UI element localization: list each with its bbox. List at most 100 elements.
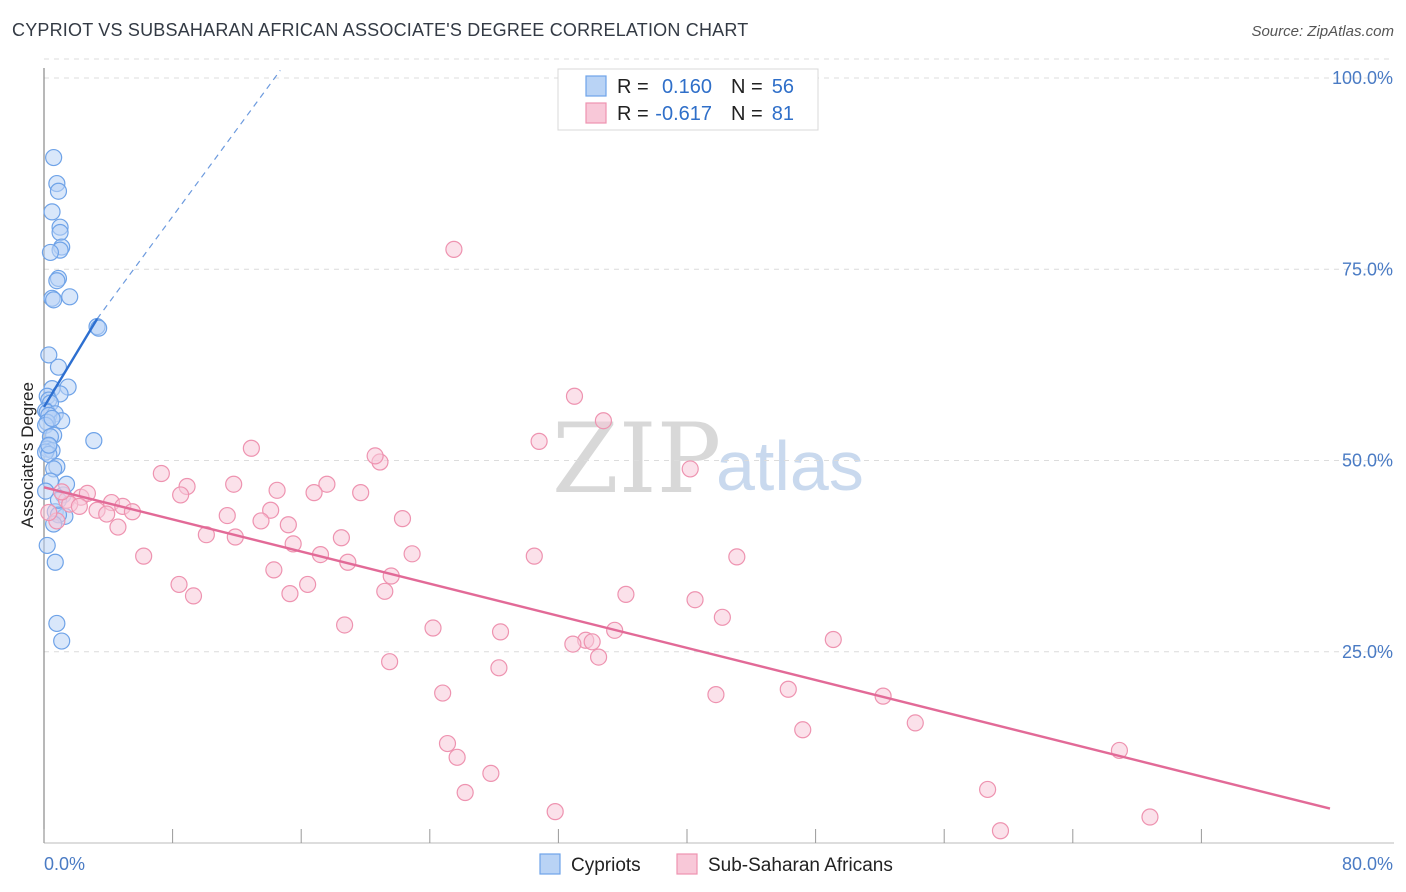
data-point[interactable] bbox=[456, 783, 474, 802]
y-tick-label: 100.0% bbox=[1332, 68, 1393, 88]
watermark-atlas: atlas bbox=[716, 427, 864, 505]
data-point[interactable] bbox=[445, 240, 463, 258]
data-point[interactable] bbox=[381, 653, 399, 671]
data-point[interactable] bbox=[152, 464, 170, 483]
data-point[interactable] bbox=[424, 619, 442, 637]
data-point[interactable] bbox=[438, 734, 457, 753]
data-point[interactable] bbox=[49, 358, 68, 376]
data-point[interactable] bbox=[564, 635, 582, 653]
data-point[interactable] bbox=[779, 680, 797, 698]
data-point[interactable] bbox=[45, 148, 63, 167]
data-point[interactable] bbox=[565, 387, 584, 405]
x-axis-ticks bbox=[43, 829, 1202, 843]
data-point[interactable] bbox=[728, 548, 746, 566]
data-point[interactable] bbox=[184, 587, 203, 605]
data-point[interactable] bbox=[268, 481, 286, 499]
data-point[interactable] bbox=[352, 484, 370, 502]
data-point[interactable] bbox=[262, 501, 280, 519]
data-point[interactable] bbox=[49, 182, 68, 200]
data-point[interactable] bbox=[46, 553, 64, 571]
data-point[interactable] bbox=[70, 497, 88, 515]
data-point[interactable] bbox=[991, 822, 1010, 840]
data-point[interactable] bbox=[38, 536, 56, 555]
data-point[interactable] bbox=[336, 616, 354, 634]
series-layer bbox=[37, 69, 1331, 840]
data-point[interactable] bbox=[713, 608, 731, 626]
data-point[interactable] bbox=[594, 412, 613, 430]
data-point[interactable] bbox=[48, 272, 66, 290]
data-point[interactable] bbox=[332, 529, 350, 547]
bottom-legend-swatch-subsaharan[interactable] bbox=[676, 853, 698, 875]
data-point[interactable] bbox=[98, 505, 116, 523]
data-point[interactable] bbox=[40, 346, 58, 364]
data-point[interactable] bbox=[376, 582, 394, 600]
data-point[interactable] bbox=[109, 518, 127, 536]
data-point[interactable] bbox=[172, 486, 190, 504]
x-tick-label-max: 80.0% bbox=[1342, 854, 1393, 874]
data-point[interactable] bbox=[482, 764, 500, 782]
data-point[interactable] bbox=[979, 780, 997, 799]
data-point[interactable] bbox=[906, 714, 924, 732]
trendline-dashed-0 bbox=[96, 69, 281, 320]
data-point[interactable] bbox=[265, 561, 283, 579]
data-point[interactable] bbox=[242, 439, 260, 457]
data-point[interactable] bbox=[51, 223, 69, 242]
series-1 bbox=[40, 240, 1159, 840]
data-point[interactable] bbox=[61, 288, 79, 306]
legend-r-value-subsaharan: -0.617 bbox=[655, 103, 712, 125]
data-point[interactable] bbox=[490, 659, 508, 677]
data-point[interactable] bbox=[794, 721, 812, 739]
data-point[interactable] bbox=[45, 291, 63, 309]
data-point[interactable] bbox=[90, 319, 108, 337]
data-point[interactable] bbox=[1141, 808, 1159, 826]
data-point[interactable] bbox=[681, 460, 699, 478]
data-point[interactable] bbox=[41, 243, 60, 262]
data-point[interactable] bbox=[686, 591, 704, 609]
data-point[interactable] bbox=[434, 684, 452, 702]
data-point[interactable] bbox=[40, 436, 58, 454]
data-point[interactable] bbox=[707, 685, 725, 704]
data-point[interactable] bbox=[43, 203, 61, 221]
data-point[interactable] bbox=[48, 614, 66, 633]
data-point[interactable] bbox=[583, 633, 601, 651]
data-point[interactable] bbox=[43, 409, 61, 428]
data-point[interactable] bbox=[546, 803, 564, 821]
y-axis-title: Associate's Degree bbox=[18, 382, 37, 528]
bottom-legend-label-cypriots[interactable]: Cypriots bbox=[571, 855, 641, 876]
bottom-legend-label-subsaharan[interactable]: Sub-Saharan Africans bbox=[708, 855, 893, 876]
data-point[interactable] bbox=[40, 503, 58, 522]
data-point[interactable] bbox=[824, 630, 842, 649]
trendline-1 bbox=[43, 486, 1331, 810]
data-point[interactable] bbox=[85, 432, 103, 450]
data-point[interactable] bbox=[403, 545, 421, 563]
data-point[interactable] bbox=[218, 506, 236, 525]
data-point[interactable] bbox=[281, 585, 299, 603]
data-point[interactable] bbox=[530, 432, 548, 450]
data-point[interactable] bbox=[225, 475, 243, 493]
data-point[interactable] bbox=[366, 447, 384, 465]
legend-r-value-cypriots: 0.160 bbox=[662, 76, 712, 98]
data-point[interactable] bbox=[393, 510, 412, 528]
data-point[interactable] bbox=[491, 623, 510, 641]
legend-n-value-subsaharan: 81 bbox=[772, 103, 794, 125]
watermark-zip: ZIP bbox=[552, 403, 721, 515]
y-tick-labels: 100.0% 75.0% 50.0% 25.0% bbox=[1332, 68, 1393, 662]
data-point[interactable] bbox=[53, 632, 71, 650]
data-point[interactable] bbox=[305, 484, 323, 502]
data-point[interactable] bbox=[170, 575, 188, 594]
data-point[interactable] bbox=[299, 575, 317, 594]
legend-r-label-cypriots: R = bbox=[617, 76, 654, 98]
y-tick-label: 50.0% bbox=[1342, 451, 1393, 471]
data-point[interactable] bbox=[589, 648, 608, 666]
data-point[interactable] bbox=[617, 585, 635, 603]
legend-n-label-cypriots: N = bbox=[731, 76, 768, 98]
data-point[interactable] bbox=[279, 516, 297, 534]
data-point[interactable] bbox=[135, 547, 153, 565]
data-point[interactable] bbox=[525, 547, 543, 565]
gridlines bbox=[44, 58, 1394, 653]
data-point[interactable] bbox=[318, 475, 336, 493]
bottom-legend-swatch-cypriots[interactable] bbox=[539, 853, 561, 875]
data-point[interactable] bbox=[448, 748, 466, 766]
data-point[interactable] bbox=[252, 512, 270, 530]
